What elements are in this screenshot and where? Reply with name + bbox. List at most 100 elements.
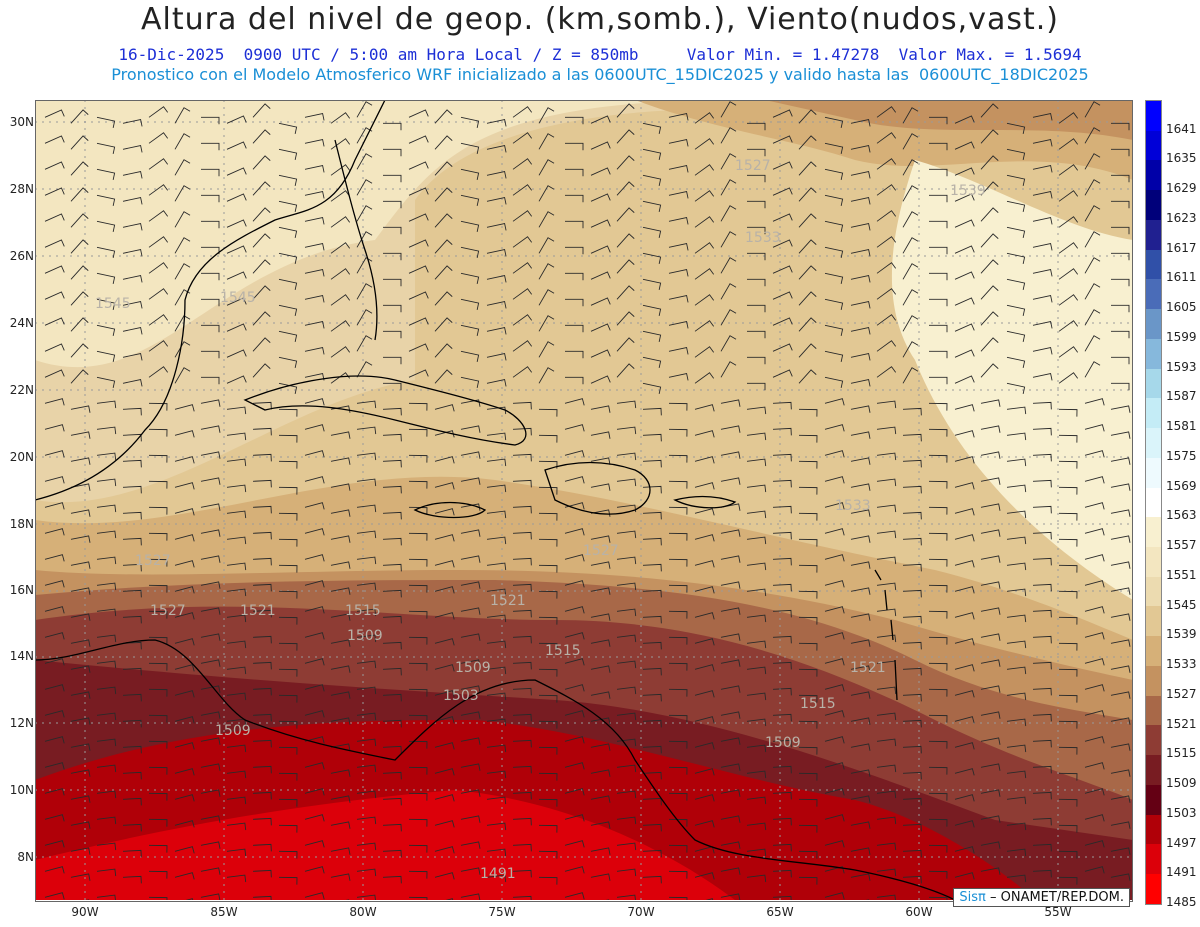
wind-barb (1058, 242, 1079, 254)
contour-label: 1527 (583, 543, 619, 559)
wind-barb (252, 401, 272, 410)
wind-barb (538, 185, 555, 202)
wind-barb (1006, 304, 1026, 316)
wind-barb (772, 213, 793, 222)
colorbar-label: 1497 (1166, 835, 1197, 850)
wind-barb (252, 687, 272, 696)
wind-barb (408, 291, 429, 300)
wind-barb (642, 849, 662, 858)
wind-barb (590, 115, 611, 124)
wind-barb (694, 690, 715, 698)
colorbar-segment (1146, 695, 1161, 726)
wind-barb (564, 606, 585, 614)
wind-barb (668, 321, 689, 329)
wind-barb (564, 632, 585, 640)
wind-barb (408, 532, 428, 541)
wind-barb (44, 788, 65, 796)
wind-barb (148, 236, 169, 248)
wind-barb (408, 740, 428, 749)
wind-barb (668, 269, 689, 277)
wind-barb (122, 849, 142, 858)
wind-barb (304, 892, 325, 900)
wind-barb (96, 634, 117, 643)
wind-barb (538, 824, 558, 833)
wind-barb (408, 187, 429, 196)
wind-barb (1110, 457, 1131, 465)
wind-barb (747, 174, 766, 183)
wind-barb (122, 667, 142, 676)
wind-barb (902, 615, 922, 624)
wind-barb (1084, 684, 1105, 692)
wind-barb (460, 425, 481, 433)
wind-barb (694, 794, 715, 802)
wind-barb (694, 404, 715, 412)
wind-barb (122, 797, 142, 806)
wind-barb (772, 661, 792, 670)
wind-barb (44, 814, 65, 822)
wind-barb (382, 875, 402, 884)
wind-barb (304, 217, 325, 225)
wind-barb (122, 223, 143, 231)
wind-barb (174, 612, 195, 620)
wind-barb (538, 616, 558, 625)
wind-barb (642, 407, 662, 416)
wind-barb (876, 478, 897, 487)
colorbar (1145, 100, 1162, 905)
wind-barb (1084, 398, 1105, 406)
wind-barb (148, 792, 168, 801)
wind-barb (44, 187, 65, 196)
wind-barb (96, 400, 117, 409)
wind-barb (616, 337, 635, 352)
wind-barb (824, 632, 845, 640)
wind-barb (1084, 736, 1105, 744)
wind-barb (772, 317, 793, 326)
wind-barb (252, 531, 272, 540)
wind-barb (383, 278, 402, 287)
wind-barb (668, 844, 688, 853)
wind-barb (720, 257, 737, 274)
wind-barb (772, 687, 792, 696)
wind-barb (616, 103, 635, 118)
contour-label: 1515 (345, 603, 381, 619)
wind-barb (798, 109, 817, 124)
wind-barb (44, 554, 65, 562)
wind-barb (434, 508, 455, 516)
wind-barb (486, 327, 507, 335)
wind-barb (772, 265, 793, 274)
wind-barb (1006, 458, 1027, 467)
wind-barb (746, 536, 767, 545)
wind-barb (512, 713, 532, 722)
wind-barb (902, 133, 919, 150)
wind-barb (1084, 127, 1101, 144)
wind-barb (747, 252, 766, 261)
wind-barb (460, 815, 481, 823)
wind-barb (226, 744, 247, 753)
wind-barb (96, 686, 117, 695)
wind-barb (720, 179, 737, 196)
wind-barb (565, 376, 584, 385)
wind-barb (408, 688, 428, 697)
wind-barb (226, 375, 247, 384)
wind-barb (486, 510, 507, 519)
wind-barb (850, 405, 871, 413)
wind-barb (486, 458, 507, 467)
wind-barb (616, 181, 635, 196)
wind-barb (330, 665, 351, 673)
wind-barb (1058, 434, 1078, 443)
wind-barb (694, 112, 715, 124)
wind-barb (434, 820, 455, 828)
wind-barb (356, 712, 377, 721)
map-title: Altura del nivel de geop. (km,somb.), Vi… (141, 2, 1059, 37)
wind-barb (356, 894, 376, 900)
wind-barb (383, 148, 402, 157)
wind-barb (772, 557, 792, 566)
wind-barb (226, 484, 247, 493)
wind-barb (590, 613, 611, 621)
wind-barb (1006, 666, 1027, 675)
wind-barb (148, 896, 168, 900)
wind-barb (512, 132, 533, 144)
wind-barb (434, 213, 453, 228)
wind-barb (590, 219, 611, 228)
colorbar-segment (1146, 874, 1161, 904)
wind-barb (460, 685, 481, 693)
